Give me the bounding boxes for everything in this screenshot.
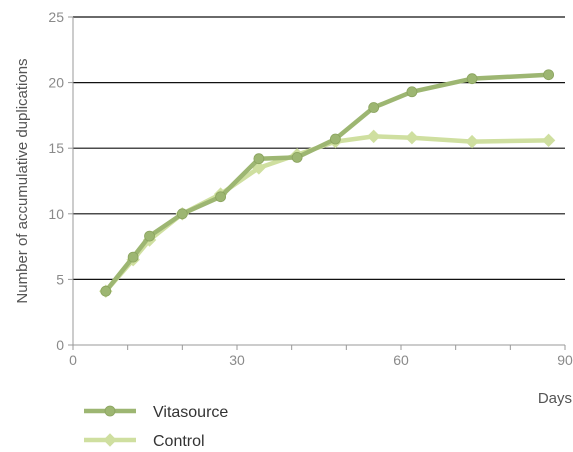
- y-tick-label: 5: [56, 271, 64, 287]
- data-point: [100, 285, 112, 297]
- x-tick-label: 0: [69, 352, 77, 368]
- legend-item-vitasource: Vitasource: [84, 404, 228, 421]
- data-point: [465, 134, 479, 149]
- y-tick-label: 25: [48, 9, 64, 25]
- data-point: [543, 69, 554, 81]
- data-point: [252, 161, 266, 175]
- data-point: [368, 102, 380, 113]
- axes: [68, 16, 566, 350]
- data-point: [406, 86, 418, 98]
- series-line: [104, 72, 549, 293]
- legend: Vitasource Control: [84, 404, 228, 450]
- x-tick-label: 30: [229, 352, 245, 368]
- data-point: [541, 133, 556, 148]
- legend-marker: [103, 433, 117, 447]
- x-tick-label: 90: [557, 352, 573, 368]
- y-tick-labels: 0 5 10 15 20 25: [48, 9, 64, 353]
- series-group: [99, 69, 556, 298]
- data-point: [405, 130, 419, 145]
- legend-item-control: Control: [84, 433, 205, 450]
- x-tick-labels: 0 30 60 90: [69, 352, 573, 368]
- y-tick-label: 10: [48, 206, 64, 222]
- legend-label: Vitasource: [153, 404, 228, 421]
- data-point: [253, 153, 265, 165]
- data-point: [176, 208, 188, 220]
- data-point: [466, 73, 478, 85]
- x-axis-title: Days: [538, 390, 572, 407]
- y-tick-label: 20: [48, 75, 64, 91]
- legend-marker: [104, 405, 116, 417]
- data-point: [127, 251, 139, 263]
- data-point: [329, 133, 341, 145]
- data-point: [215, 191, 227, 203]
- y-tick-label: 15: [48, 140, 64, 156]
- x-tick-label: 60: [393, 352, 409, 368]
- data-point: [366, 129, 381, 144]
- data-point: [291, 151, 303, 163]
- legend-label: Control: [153, 433, 205, 450]
- data-point: [144, 230, 155, 242]
- y-tick-label: 0: [56, 337, 64, 353]
- series-vitasource: [100, 69, 554, 297]
- y-axis-title: Number of accumulative duplications: [14, 58, 31, 303]
